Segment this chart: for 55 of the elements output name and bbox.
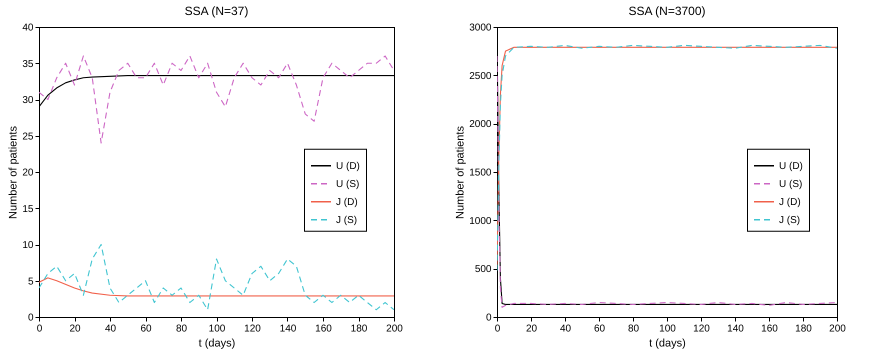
x-tick-label: 0 [36,324,43,334]
y-tick-label: 3000 [469,22,492,34]
x-tick-label: 80 [176,324,188,334]
x-tick-label: 160 [761,324,778,334]
y-tick-label: 10 [22,240,34,251]
x-tick-label: 60 [594,324,606,334]
legend-label: U (D) [779,160,803,172]
y-tick-label: 1000 [469,216,492,227]
x-tick-label: 160 [315,324,332,334]
x-tick-label: 100 [659,324,676,334]
y-tick-label: 40 [22,22,34,34]
x-tick-label: 100 [208,324,226,334]
y-tick-label: 15 [22,204,34,215]
line-series [39,55,394,144]
legend-label: J (D) [336,196,358,208]
x-tick-label: 180 [795,324,812,334]
chart-title: SSA (N=37) [184,4,248,18]
y-axis-title: Number of patients [7,126,20,219]
legend-label: U (S) [336,178,360,190]
legend-label: J (D) [779,196,801,208]
x-tick-label: 20 [69,324,81,334]
y-tick-label: 2500 [469,70,492,82]
x-tick-label: 200 [829,324,846,334]
y-tick-label: 2000 [469,119,492,130]
legend-label: U (S) [779,178,802,190]
y-axis-title: Number of patients [454,126,466,219]
x-tick-label: 40 [560,324,572,334]
y-tick-label: 25 [22,131,34,142]
chart-title: SSA (N=3700) [628,4,706,18]
y-tick-label: 0 [486,312,492,324]
x-tick-label: 0 [494,324,501,334]
line-series [39,244,394,310]
x-tick-label: 180 [350,324,368,334]
x-tick-label: 60 [140,324,152,334]
y-tick-label: 20 [22,168,34,178]
x-axis-title: t (days) [198,338,236,350]
x-tick-label: 140 [280,324,297,334]
x-axis-title: t (days) [649,338,686,350]
x-tick-label: 80 [628,324,640,334]
y-tick-label: 0 [28,312,34,324]
y-tick-label: 1500 [469,168,492,178]
legend-label: J (S) [336,214,358,226]
x-tick-label: 20 [526,324,538,334]
x-tick-label: 120 [693,324,710,334]
x-tick-label: 140 [727,324,744,334]
legend-label: U (D) [336,160,360,172]
y-tick-label: 35 [22,58,34,70]
legend-label: J (S) [779,214,800,226]
x-tick-label: 40 [104,324,116,334]
line-series [39,277,394,297]
y-tick-label: 30 [22,95,34,106]
y-tick-label: 5 [28,276,34,288]
x-tick-label: 120 [244,324,262,334]
x-tick-label: 200 [386,324,404,334]
y-tick-label: 500 [474,264,492,276]
